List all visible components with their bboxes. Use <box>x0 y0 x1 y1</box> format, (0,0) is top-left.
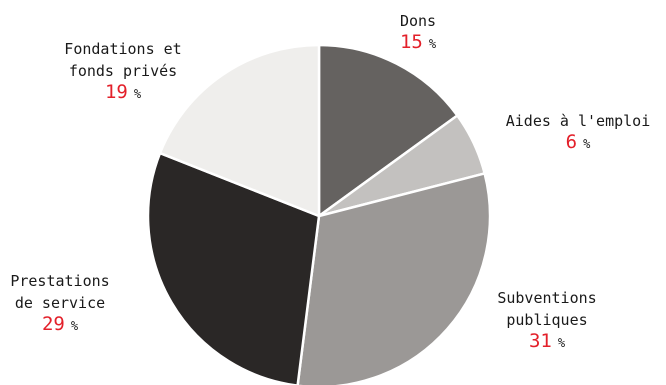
slice-value-unit: % <box>558 336 566 350</box>
pie-slice <box>158 43 321 218</box>
slice-category-text: Prestations <box>10 272 109 290</box>
slice-value-number: 19 <box>105 81 128 103</box>
slice-category-text: Subventions <box>497 289 596 307</box>
slice-value-text: 29% <box>42 313 79 335</box>
pie-slice <box>146 151 321 385</box>
slice-category-text: fonds privés <box>69 62 177 80</box>
slice-category-text: Aides à l'emploi <box>506 112 651 130</box>
pie-slice <box>296 172 492 385</box>
slice-value-text: 19% <box>105 81 142 103</box>
slice-value-text: 6% <box>566 131 591 153</box>
slice-value-unit: % <box>429 37 437 51</box>
pie-slices <box>146 43 492 385</box>
slice-category-text: Fondations et <box>64 40 181 58</box>
slice-category-text: publiques <box>506 311 587 329</box>
slice-category-text: Dons <box>400 12 436 30</box>
slice-value-unit: % <box>71 319 79 333</box>
slice-value-number: 15 <box>400 31 423 53</box>
slice-value-text: 31% <box>529 330 566 352</box>
slice-value-unit: % <box>583 137 591 151</box>
slice-value-unit: % <box>134 87 142 101</box>
pie-slice <box>317 43 459 218</box>
slice-value-number: 31 <box>529 330 552 352</box>
slice-category-text: de service <box>15 294 105 312</box>
slice-value-number: 6 <box>566 131 577 153</box>
slice-value-text: 15% <box>400 31 437 53</box>
slice-value-number: 29 <box>42 313 65 335</box>
